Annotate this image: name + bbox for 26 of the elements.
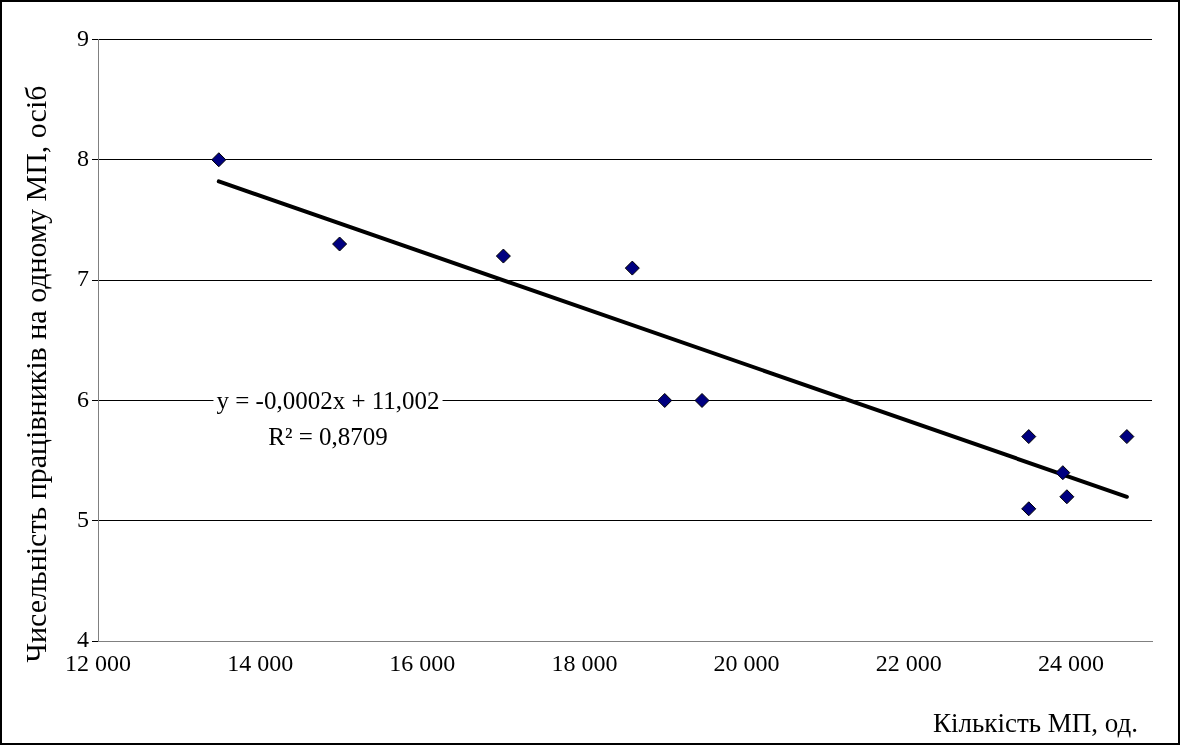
point bbox=[1021, 429, 1037, 445]
point bbox=[1021, 501, 1037, 517]
annotation: R² = 0,8709 bbox=[268, 423, 388, 451]
point bbox=[624, 260, 640, 276]
point bbox=[1059, 489, 1075, 505]
point bbox=[657, 392, 673, 408]
x-tick-label: 14 000 bbox=[227, 649, 294, 676]
y-tick-label: 6 bbox=[77, 385, 89, 412]
point bbox=[211, 152, 227, 168]
point bbox=[1055, 465, 1071, 481]
x-tick-label: 24 000 bbox=[1037, 649, 1104, 676]
y-tick-label: 9 bbox=[77, 24, 89, 51]
point bbox=[332, 236, 348, 252]
y-tick-label: 7 bbox=[77, 265, 89, 292]
y-axis-title: Чисельність працівників на одному МП, осіб bbox=[19, 85, 53, 663]
point bbox=[1119, 429, 1135, 445]
x-tick-label: 16 000 bbox=[389, 649, 456, 676]
y-tick-label: 8 bbox=[77, 145, 89, 172]
x-tick-label: 22 000 bbox=[875, 649, 942, 676]
y-tick-label: 5 bbox=[77, 506, 89, 533]
x-tick-label: 18 000 bbox=[551, 649, 618, 676]
annotation: y = -0,0002x + 11,002 bbox=[216, 387, 440, 415]
x-axis-title: Кількість МП, од. bbox=[933, 708, 1138, 739]
point bbox=[495, 248, 511, 264]
point bbox=[694, 392, 710, 408]
x-tick-label: 20 000 bbox=[713, 649, 780, 676]
